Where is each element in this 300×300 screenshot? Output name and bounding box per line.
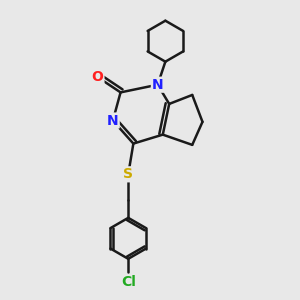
Text: N: N xyxy=(152,78,164,92)
Text: N: N xyxy=(107,114,119,128)
Text: Cl: Cl xyxy=(121,275,136,290)
Text: O: O xyxy=(92,70,104,84)
Text: S: S xyxy=(123,167,133,181)
